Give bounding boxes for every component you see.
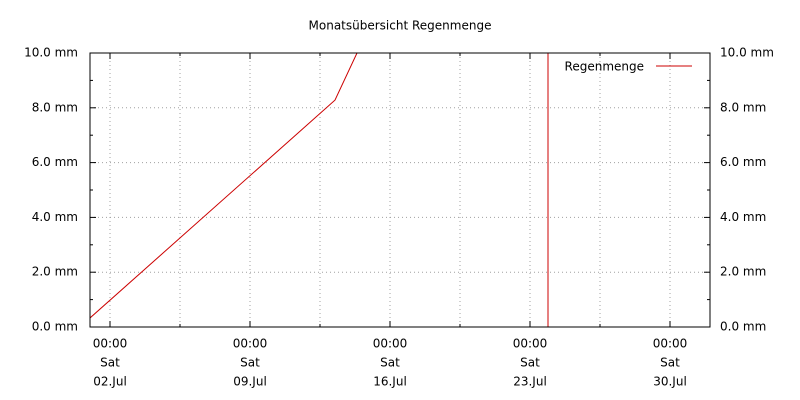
legend-label: Regenmenge	[565, 60, 644, 74]
y2-tick-label: 2.0 mm	[720, 265, 766, 279]
y2-tick-label: 10.0 mm	[720, 46, 774, 60]
x-tick-label: 00:00	[93, 337, 128, 351]
x-tick-label: Sat	[380, 356, 400, 370]
plot-border	[89, 52, 711, 328]
x-tick-label: 00:00	[233, 337, 268, 351]
x-tick-label: Sat	[520, 356, 540, 370]
plot-area	[90, 53, 549, 327]
y-tick-label: 0.0 mm	[32, 320, 78, 334]
y-tick-label: 2.0 mm	[32, 265, 78, 279]
y-tick-label: 8.0 mm	[32, 100, 78, 114]
x-tick-label: Sat	[660, 356, 680, 370]
y-tick-label: 6.0 mm	[32, 155, 78, 169]
y2-tick-label: 8.0 mm	[720, 100, 766, 114]
x-tick-label: 00:00	[373, 337, 408, 351]
x-tick-label: 09.Jul	[233, 375, 267, 389]
chart-title: Monatsübersicht Regenmenge	[309, 19, 492, 33]
y2-tick-label: 4.0 mm	[720, 210, 766, 224]
y-tick-label: 10.0 mm	[24, 46, 78, 60]
y2-tick-label: 0.0 mm	[720, 320, 766, 334]
x-tick-label: 00:00	[653, 337, 688, 351]
x-tick-label: 30.Jul	[653, 375, 687, 389]
y2-tick-label: 6.0 mm	[720, 155, 766, 169]
y-tick-label: 4.0 mm	[32, 210, 78, 224]
x-tick-label: Sat	[100, 356, 120, 370]
x-tick-label: Sat	[240, 356, 260, 370]
data-line	[90, 53, 549, 327]
x-tick-label: 00:00	[513, 337, 548, 351]
x-tick-label: 23.Jul	[513, 375, 547, 389]
x-tick-label: 02.Jul	[93, 375, 127, 389]
x-tick-label: 16.Jul	[373, 375, 407, 389]
